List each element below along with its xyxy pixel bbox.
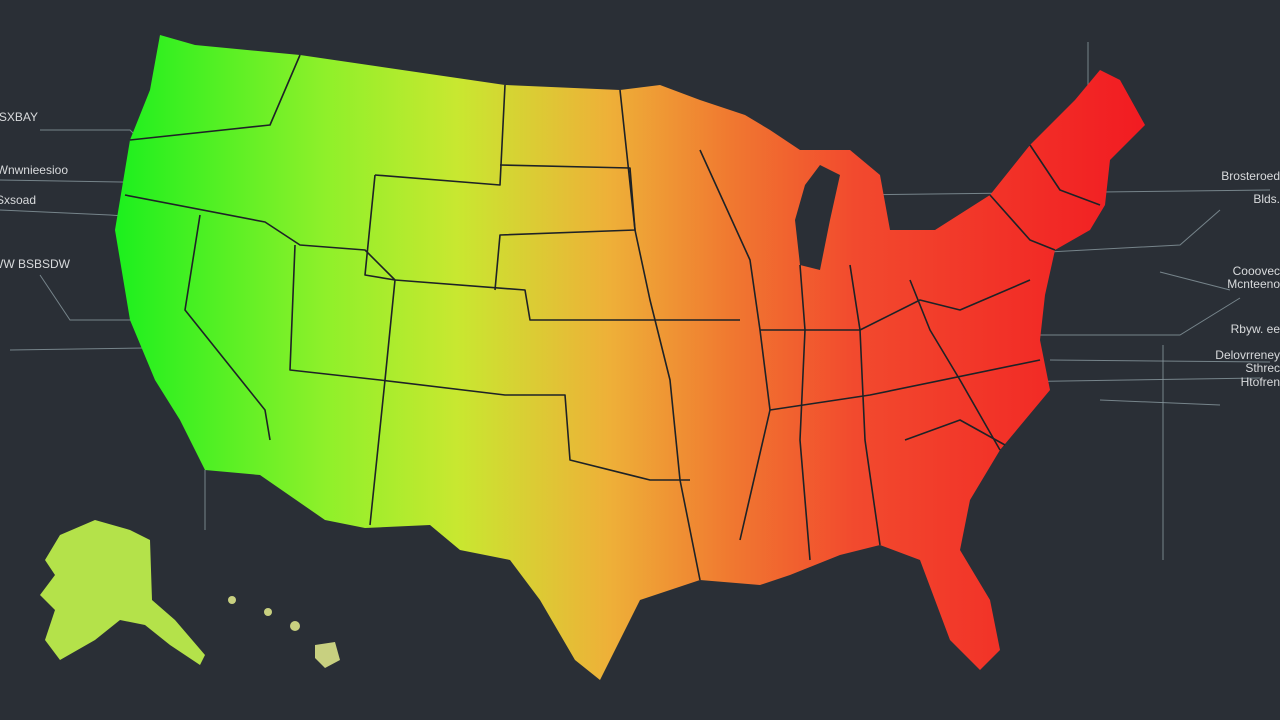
map-label: SXBAY xyxy=(0,110,38,124)
map-label: Blds. xyxy=(1253,192,1280,206)
map-label: RWW BSBSDW xyxy=(0,257,71,271)
map-label: Sthrec xyxy=(1245,361,1280,375)
contiguous-us xyxy=(115,35,1145,680)
map-label: Rbyw. ee xyxy=(1231,322,1280,336)
labels: SXBAY Wnwnieesioo Sxsoad RWW BSBSDW Brostero… xyxy=(0,110,1280,389)
map-label: Mcnteeno xyxy=(1227,277,1280,291)
map-label: Sxsoad xyxy=(0,193,36,207)
hawaii xyxy=(228,596,340,668)
map-label: Htofren xyxy=(1241,375,1280,389)
alaska xyxy=(40,520,205,665)
map-label: Delovrreney xyxy=(1215,348,1280,362)
map-label: Brosteroed xyxy=(1221,169,1280,183)
map-label: Cooovec xyxy=(1233,264,1280,278)
map-label: Wnwnieesioo xyxy=(0,163,68,177)
